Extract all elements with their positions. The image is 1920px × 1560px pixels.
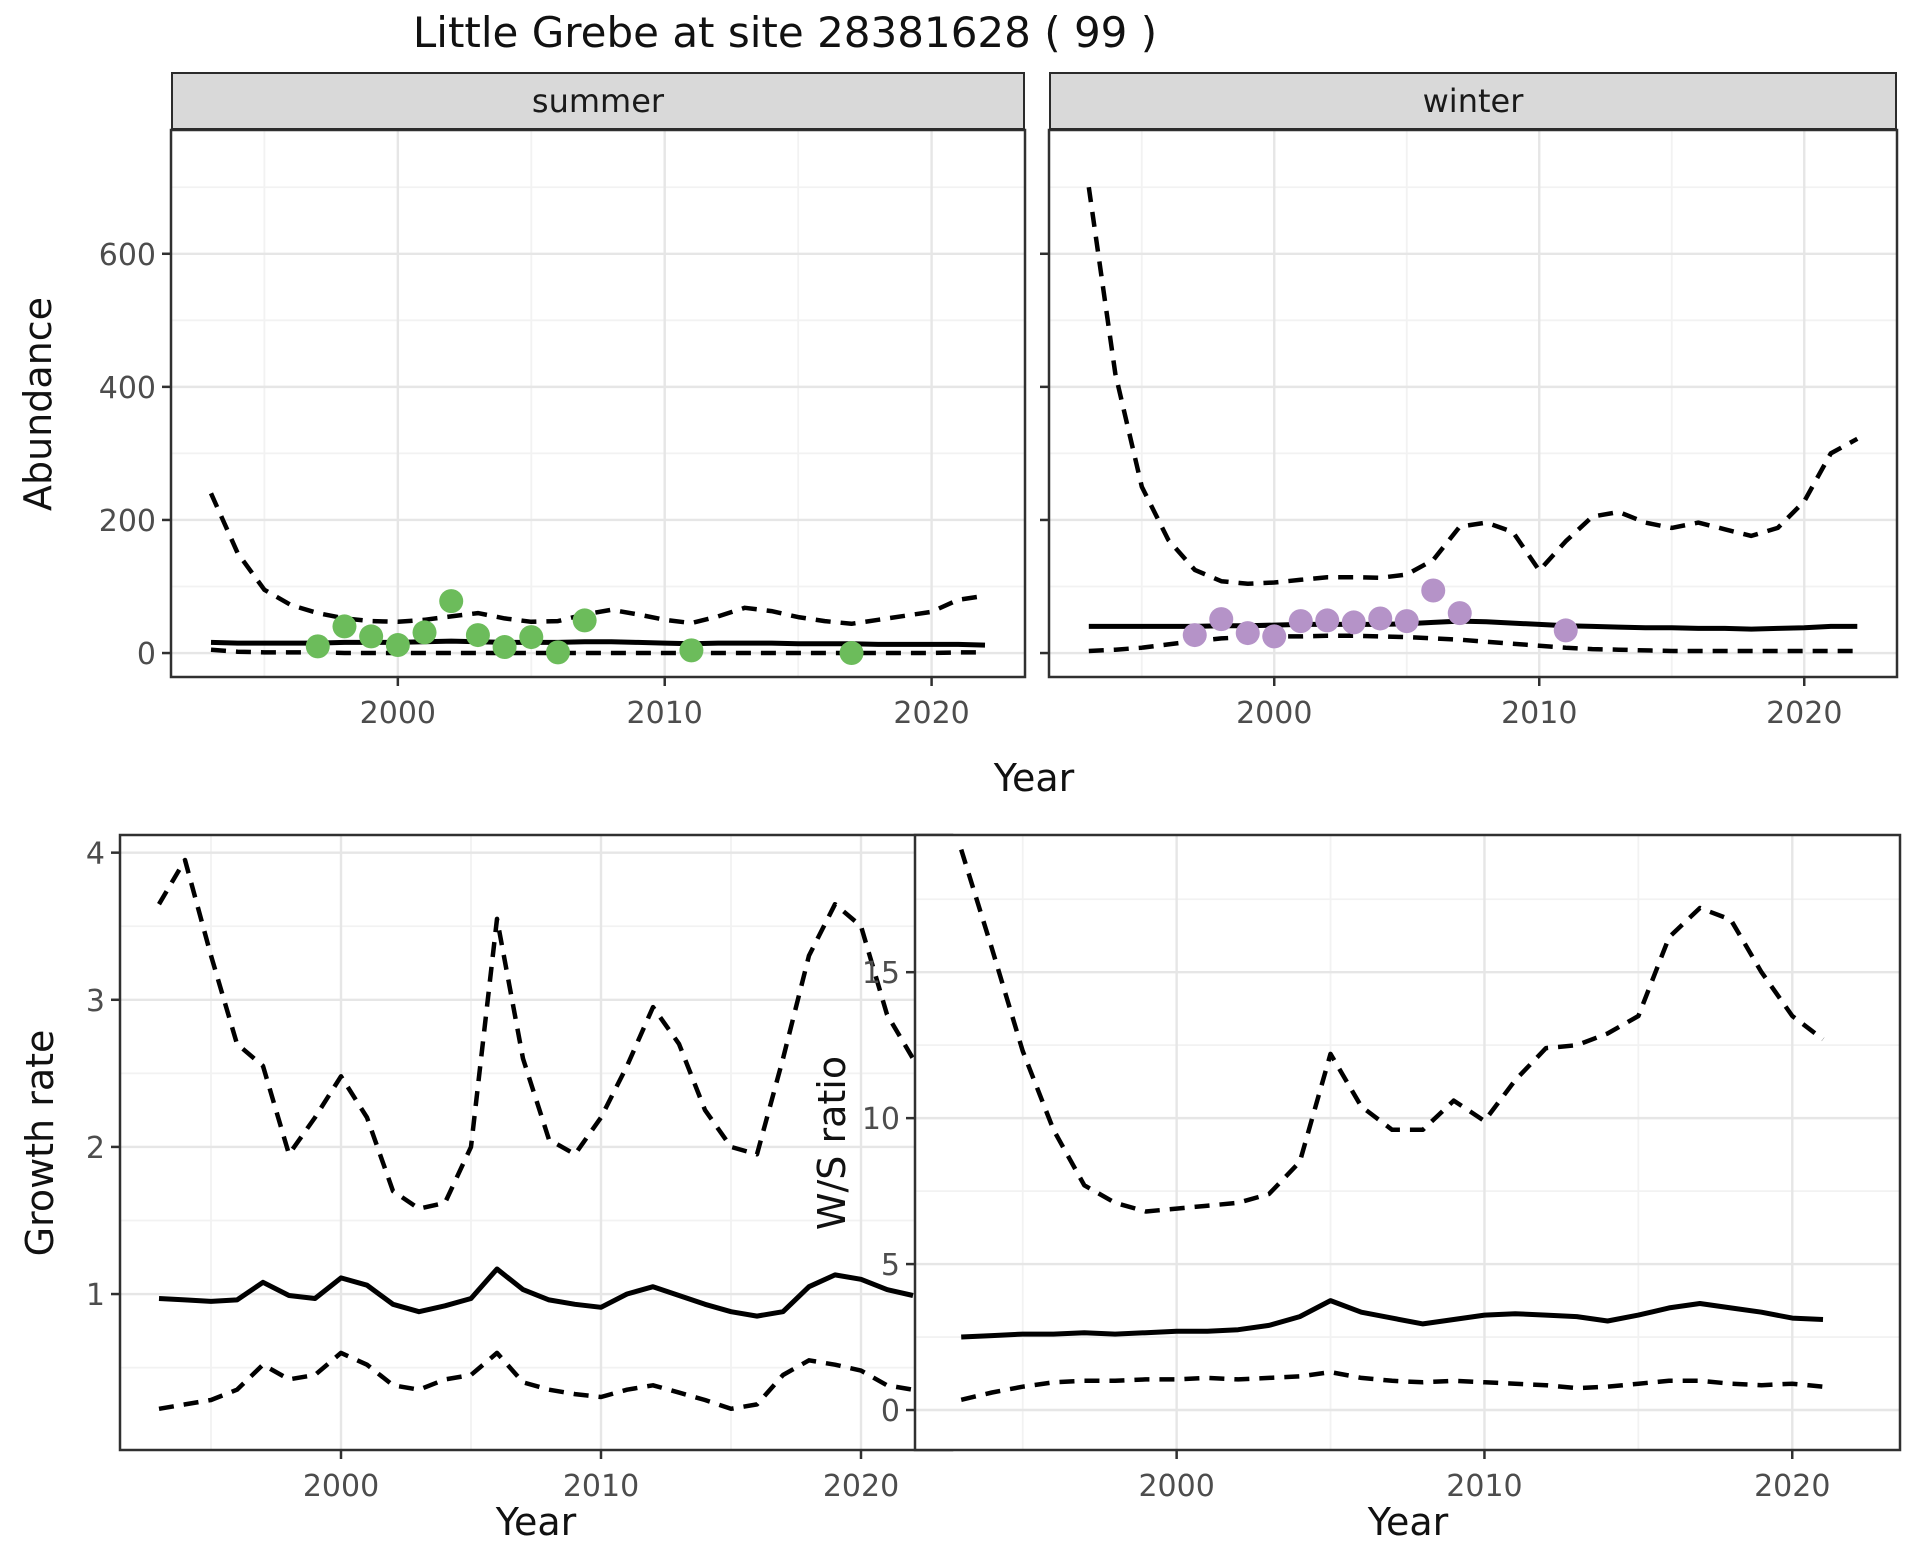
y-tick-label: 0 [137,637,156,672]
y-tick-label: 15 [862,956,900,991]
facet-label-summer: summer [531,82,665,120]
x-tick-label: 2000 [1236,696,1312,731]
x-tick-label: 2010 [1501,696,1577,731]
x-tick-label: 2010 [563,1469,639,1504]
facet-strip-winter: winter [1049,72,1897,130]
y-tick-label: 600 [99,238,156,273]
panel-background [1049,130,1897,677]
panel-background [915,835,1900,1450]
panel-growth-rate: 2000 2010 2020 1 2 3 4 [86,833,954,1504]
observed-point [1288,609,1313,634]
x-tick-label: 2010 [1446,1469,1522,1504]
x-tick-label: 2010 [627,696,703,731]
observed-point [359,624,384,649]
lower-credible-line [960,1369,1824,1402]
lower-credible-line [1088,633,1858,654]
observed-point [1447,601,1472,626]
median-line [961,1298,1824,1340]
x-tick-label: 2020 [1766,696,1842,731]
panel-abundance-winter: 2000 2010 2020 [1040,128,1899,731]
observed-point [412,620,437,645]
observed-point [1262,624,1287,649]
x-tick-label: 2000 [360,696,436,731]
x-axis-title-year-bottom-right: Year [1367,1500,1449,1544]
observed-point [1182,623,1207,648]
x-tick-label: 2020 [893,696,969,731]
observed-point [839,641,864,666]
lower-credible-line [158,1350,914,1412]
x-tick-label: 2020 [823,1469,899,1504]
observed-point [572,608,597,633]
y-tick-label: 0 [881,1394,900,1429]
x-axis-title-year-bottom-left: Year [495,1500,577,1544]
lower-credible-line [210,647,985,656]
observed-point [492,635,517,660]
y-axis-title-ws-ratio: W/S ratio [810,1055,854,1231]
y-tick-label: 3 [86,984,105,1019]
y-axis-title-abundance: Abundance [16,296,60,512]
panel-background [120,835,952,1450]
observed-point [1209,607,1234,632]
y-tick-label: 4 [86,837,105,872]
x-tick-label: 2000 [1138,1469,1214,1504]
observed-point [545,640,570,665]
panel-ws-ratio: 2000 2010 2020 0 5 10 15 [862,833,1902,1504]
y-tick-label: 400 [99,371,156,406]
y-tick-label: 200 [99,504,156,539]
upper-credible-line [208,492,986,627]
y-tick-label: 10 [862,1102,900,1137]
upper-credible-line [1086,186,1859,587]
observed-point [1235,621,1260,646]
y-tick-label: 1 [86,1278,105,1313]
upper-credible-line [157,857,915,1211]
y-tick-label: 2 [86,1131,105,1166]
x-tick-label: 2000 [303,1469,379,1504]
panel-border [1047,128,1899,679]
chart-title: Little Grebe at site 28381628 ( 99 ) [412,8,1158,57]
facet-label-winter: winter [1422,82,1524,120]
panel-background [171,130,1025,677]
observed-point [1315,608,1340,633]
observed-point [1553,618,1578,643]
observed-point [679,638,704,663]
panel-border [913,833,1902,1452]
observed-point [465,623,490,648]
panel-abundance-summer: 2000 2010 2020 0 200 400 600 [99,128,1027,731]
observed-point [305,634,330,659]
observed-point [1341,610,1366,635]
observed-point [1421,578,1446,603]
x-tick-label: 2020 [1754,1469,1830,1504]
y-tick-label: 5 [881,1248,900,1283]
median-line [158,1266,914,1319]
observed-point [1394,609,1419,634]
y-axis-title-growth-rate: Growth rate [18,1029,62,1257]
upper-credible-line [959,848,1825,1214]
panel-border [169,128,1027,679]
facet-strip-summer: summer [171,72,1025,130]
observed-point [519,625,544,650]
observed-point [332,614,357,639]
observed-point [1368,606,1393,631]
x-axis-title-year-top: Year [993,756,1075,800]
observed-point [385,633,410,658]
observed-point [439,589,464,614]
